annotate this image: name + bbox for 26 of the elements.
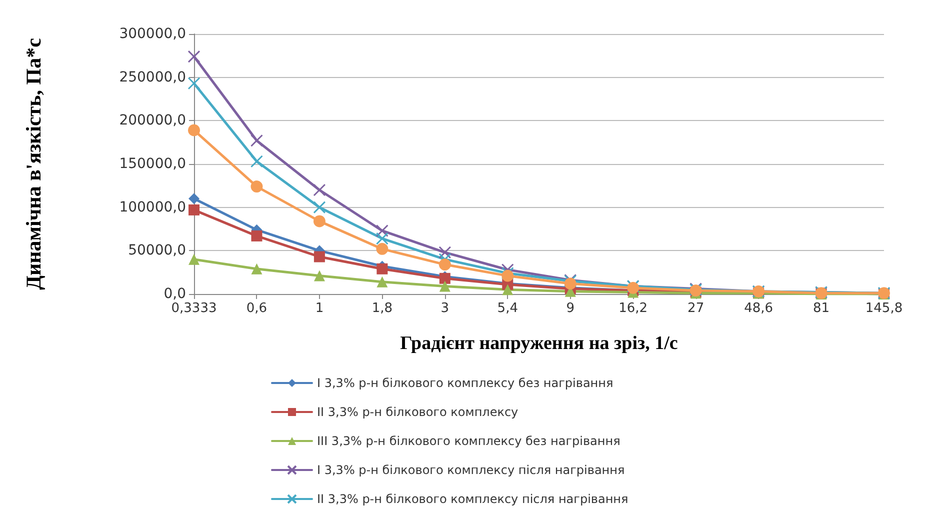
y-tick-label: 250000,0 <box>119 69 186 86</box>
x-tick-label: 1 <box>315 301 324 316</box>
x-tick-label: 48,6 <box>744 301 774 316</box>
x-tick-label: 0,3333 <box>171 301 217 316</box>
x-tick-label: 27 <box>688 301 704 316</box>
y-tick-label: 0,0 <box>164 286 186 302</box>
y-tick-label: 300000,0 <box>119 26 186 42</box>
x-tick-label: 1,8 <box>372 301 393 316</box>
legend-label: I 3,3% р-н білкового комплексу без нагрівання <box>317 376 614 390</box>
y-tick-label: 150000,0 <box>119 156 186 172</box>
legend-label: I 3,3% р-н білкового комплексу після нагрівання <box>317 463 625 477</box>
legend-label: II 3,3% р-н білкового комплексу <box>317 405 518 419</box>
y-axis-title: Динамічна в'язкість, Па*с <box>22 38 46 290</box>
x-tick-label: 145,8 <box>865 301 903 316</box>
legend-label: III 3,3% р-н білкового комплексу без нагрівання <box>317 434 620 448</box>
x-tick-label: 5,4 <box>497 301 518 316</box>
legend-label: II 3,3% р-н білкового комплексу після нагрівання <box>317 492 628 506</box>
x-tick-label: 0,6 <box>246 301 268 316</box>
y-tick-label: 100000,0 <box>119 199 186 216</box>
x-tick-label: 9 <box>566 301 575 316</box>
x-tick-label: 16,2 <box>618 301 648 316</box>
x-tick-label: 3 <box>440 301 450 316</box>
y-tick-label: 50000,0 <box>128 242 186 259</box>
x-tick-label: 81 <box>813 301 830 316</box>
y-tick-label: 200000,0 <box>119 112 186 129</box>
x-axis-title: Градієнт напруження на зріз, 1/с <box>400 333 678 354</box>
